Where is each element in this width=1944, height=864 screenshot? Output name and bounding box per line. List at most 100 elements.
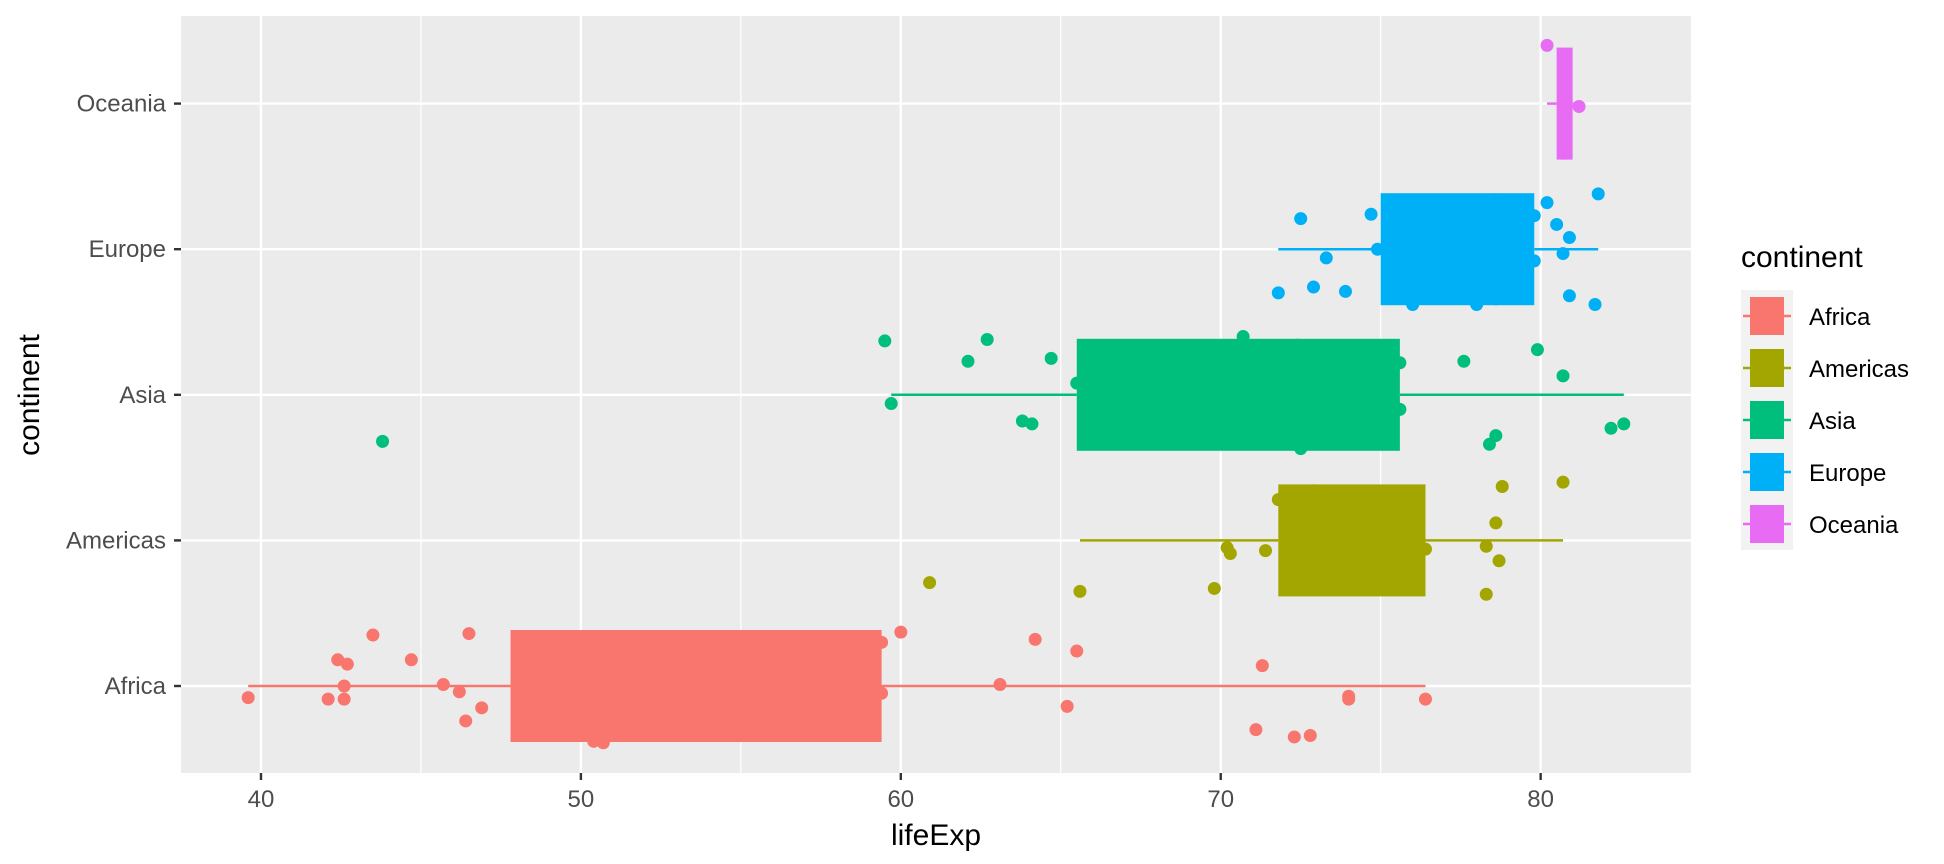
- point-europe-73: [1364, 207, 1378, 221]
- point-africa-20: [993, 678, 1007, 692]
- point-africa-18: [875, 686, 889, 700]
- legend-title: continent: [1741, 241, 1863, 274]
- point-africa-12: [475, 701, 489, 715]
- legend-label-africa: Africa: [1809, 304, 1871, 331]
- point-asia-48: [376, 434, 390, 448]
- point-asia-54: [1025, 417, 1039, 431]
- x-tick-label-40: 40: [248, 786, 275, 813]
- point-europe-75: [1393, 289, 1407, 303]
- legend-label-americas: Americas: [1809, 356, 1909, 383]
- point-africa-23: [1070, 644, 1084, 658]
- point-africa-16: [849, 650, 863, 664]
- box-europe: [1380, 193, 1535, 306]
- point-asia-57: [1236, 330, 1250, 344]
- point-europe-74: [1370, 242, 1384, 256]
- point-americas-45: [1492, 554, 1506, 568]
- y-tick-label-oceania: Oceania: [77, 91, 167, 118]
- point-europe-80: [1540, 196, 1554, 210]
- y-tick-label-europe: Europe: [89, 236, 166, 263]
- point-africa-25: [1255, 659, 1269, 673]
- point-americas-44: [1489, 516, 1503, 530]
- legend: continent Africa Americas Asia Europe Oceani…: [1741, 241, 1909, 550]
- point-asia-65: [1556, 369, 1570, 383]
- point-asia-55: [1044, 351, 1058, 365]
- x-tick-label-80: 80: [1527, 786, 1554, 813]
- boxes: [510, 47, 1573, 742]
- point-africa-30: [1418, 692, 1432, 706]
- point-americas-43: [1479, 587, 1493, 601]
- point-africa-22: [1060, 699, 1074, 713]
- point-africa-0: [241, 691, 255, 705]
- point-oceania-87: [1540, 38, 1554, 52]
- point-asia-67: [1617, 417, 1631, 431]
- legend-label-europe: Europe: [1809, 460, 1886, 487]
- box-americas: [1278, 484, 1426, 597]
- point-americas-41: [1418, 542, 1432, 556]
- point-africa-6: [366, 628, 380, 642]
- point-asia-64: [1530, 343, 1544, 357]
- point-americas-36: [1259, 544, 1273, 558]
- point-asia-51: [961, 354, 975, 368]
- point-africa-14: [596, 736, 610, 750]
- point-europe-78: [1527, 209, 1541, 223]
- x-tick-label-60: 60: [887, 786, 914, 813]
- point-africa-9: [452, 685, 466, 699]
- point-americas-47: [1556, 475, 1570, 489]
- x-tick-label-50: 50: [568, 786, 595, 813]
- point-asia-59: [1393, 356, 1407, 370]
- point-africa-11: [462, 627, 476, 641]
- point-europe-69: [1294, 212, 1308, 226]
- point-asia-61: [1457, 354, 1471, 368]
- point-africa-10: [459, 714, 473, 728]
- point-asia-58: [1294, 442, 1308, 456]
- point-africa-26: [1287, 730, 1301, 744]
- point-europe-77: [1470, 298, 1484, 312]
- point-asia-56: [1070, 376, 1084, 390]
- point-oceania-88: [1572, 100, 1586, 114]
- point-africa-1: [321, 692, 335, 706]
- y-axis: Africa Americas Asia Europe Oceania: [66, 91, 181, 700]
- point-asia-60: [1393, 402, 1407, 416]
- point-europe-72: [1338, 284, 1352, 298]
- point-asia-66: [1604, 421, 1618, 435]
- point-americas-35: [1223, 547, 1237, 561]
- y-tick-label-africa: Africa: [105, 673, 167, 700]
- point-africa-17: [875, 635, 889, 649]
- x-axis: 40 50 60 70 80: [248, 773, 1554, 813]
- box-africa: [510, 630, 882, 742]
- point-asia-52: [980, 332, 994, 346]
- point-africa-8: [436, 678, 450, 692]
- point-africa-21: [1028, 632, 1042, 646]
- point-americas-37: [1271, 493, 1285, 507]
- point-africa-7: [404, 653, 418, 667]
- point-africa-27: [1303, 729, 1317, 743]
- point-europe-85: [1588, 298, 1602, 312]
- point-africa-3: [337, 679, 351, 693]
- legend-label-oceania: Oceania: [1809, 512, 1899, 539]
- point-asia-63: [1489, 429, 1503, 443]
- point-asia-50: [884, 397, 898, 411]
- point-europe-86: [1591, 187, 1605, 201]
- point-africa-15: [788, 632, 802, 646]
- x-axis-title: lifeExp: [891, 819, 981, 852]
- point-europe-82: [1556, 247, 1570, 261]
- point-europe-81: [1550, 217, 1564, 231]
- point-africa-4: [337, 692, 351, 706]
- jitter-points: [241, 38, 1631, 750]
- point-africa-19: [894, 625, 908, 639]
- point-africa-29: [1342, 692, 1356, 706]
- point-europe-76: [1406, 298, 1420, 312]
- point-americas-38: [1307, 533, 1320, 547]
- point-americas-42: [1479, 539, 1493, 553]
- point-americas-46: [1495, 480, 1509, 494]
- point-africa-24: [1249, 723, 1263, 737]
- point-americas-33: [1207, 581, 1221, 595]
- point-americas-32: [1073, 584, 1087, 598]
- y-axis-title: continent: [13, 333, 46, 455]
- y-tick-label-asia: Asia: [119, 382, 166, 409]
- point-americas-39: [1342, 512, 1356, 526]
- box-oceania: [1556, 47, 1573, 160]
- box-asia: [1076, 338, 1400, 451]
- x-tick-label-70: 70: [1207, 786, 1234, 813]
